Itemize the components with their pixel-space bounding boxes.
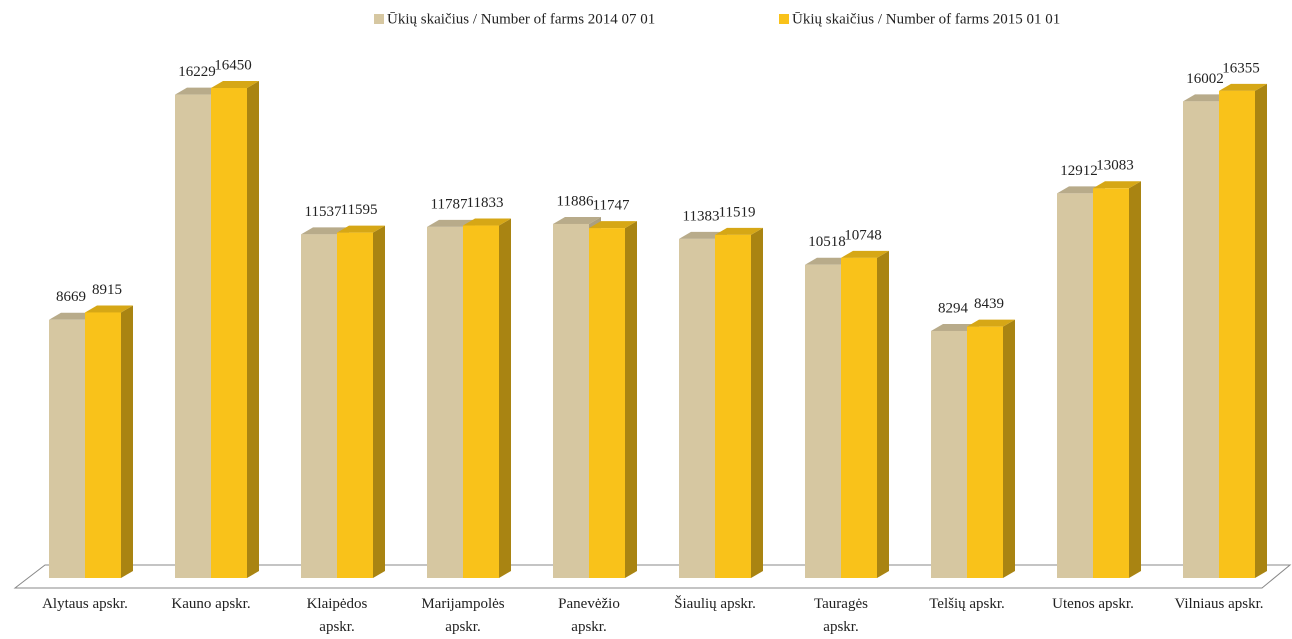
bar-top bbox=[1219, 83, 1267, 91]
bar-top bbox=[211, 81, 259, 88]
x-tick-label: Šiaulių apskr. bbox=[674, 596, 756, 612]
legend-label: Ūkių skaičius / Number of farms 2014 07 … bbox=[387, 11, 655, 27]
value-label: 8669 bbox=[56, 289, 86, 305]
bar-top bbox=[589, 221, 637, 229]
bar bbox=[841, 257, 877, 578]
bar-top bbox=[715, 227, 763, 235]
bar bbox=[175, 94, 211, 578]
value-label: 10518 bbox=[808, 234, 846, 250]
bar-top bbox=[1093, 181, 1141, 189]
x-tick-label: Alytaus apskr. bbox=[42, 596, 128, 612]
bar bbox=[85, 312, 121, 578]
value-label: 11833 bbox=[467, 195, 504, 211]
value-label: 11886 bbox=[557, 193, 594, 209]
bar bbox=[589, 228, 625, 578]
bar-side bbox=[247, 81, 259, 578]
bar-side bbox=[877, 250, 889, 578]
bar bbox=[337, 232, 373, 579]
bar-side bbox=[121, 305, 133, 578]
value-label: 16355 bbox=[1222, 60, 1260, 76]
value-label: 16450 bbox=[214, 57, 252, 73]
bar-side bbox=[625, 221, 637, 578]
bar bbox=[805, 264, 841, 578]
bar-top bbox=[427, 219, 475, 227]
bar bbox=[553, 223, 589, 579]
bar bbox=[1219, 90, 1255, 579]
bar bbox=[931, 330, 967, 578]
bar bbox=[463, 225, 499, 579]
bar-side bbox=[1129, 181, 1141, 578]
bar bbox=[1093, 188, 1129, 578]
x-tick-label: Vilniaus apskr. bbox=[1174, 596, 1264, 612]
value-label: 16002 bbox=[1186, 71, 1224, 87]
bar-top bbox=[85, 305, 133, 313]
bar-top bbox=[967, 319, 1015, 327]
x-tick-label: Panevėžio apskr. bbox=[558, 596, 620, 635]
x-tick-label: Kauno apskr. bbox=[171, 596, 251, 612]
value-label: 11595 bbox=[341, 202, 378, 218]
bar-top bbox=[301, 227, 349, 235]
legend-swatch bbox=[779, 14, 789, 24]
bar bbox=[427, 226, 463, 578]
x-tick-label: Telšių apskr. bbox=[929, 596, 1005, 612]
x-tick-label: Marijampolės apskr. bbox=[421, 596, 505, 635]
value-label: 11519 bbox=[719, 204, 756, 220]
bar-top bbox=[553, 216, 601, 224]
bar bbox=[1183, 101, 1219, 579]
bar-top bbox=[841, 250, 889, 258]
bar-top bbox=[337, 225, 385, 233]
value-label: 11787 bbox=[431, 196, 468, 212]
bar bbox=[211, 88, 247, 578]
bar-side bbox=[751, 227, 763, 578]
bar-side bbox=[373, 225, 385, 579]
value-label: 8294 bbox=[938, 300, 969, 316]
value-label: 8915 bbox=[92, 282, 122, 298]
bar bbox=[679, 238, 715, 578]
value-label: 10748 bbox=[844, 227, 882, 243]
bar bbox=[49, 319, 85, 578]
bar bbox=[301, 234, 337, 579]
value-label: 11747 bbox=[593, 198, 630, 214]
bar-top bbox=[463, 218, 511, 226]
value-label: 11383 bbox=[683, 208, 720, 224]
legend-label: Ūkių skaičius / Number of farms 2015 01 … bbox=[792, 11, 1060, 27]
bar bbox=[967, 326, 1003, 578]
bar bbox=[1057, 193, 1093, 578]
bar-side bbox=[1003, 319, 1015, 578]
value-label: 13083 bbox=[1096, 158, 1134, 174]
bar-side bbox=[1255, 83, 1267, 579]
legend-swatch bbox=[374, 14, 384, 24]
value-label: 11537 bbox=[305, 204, 342, 220]
x-tick-label: Klaipėdos apskr. bbox=[306, 596, 368, 635]
value-label: 16229 bbox=[178, 64, 216, 80]
floor bbox=[13, 564, 1292, 589]
value-label: 8439 bbox=[974, 296, 1004, 312]
x-tick-label: Tauragės apskr. bbox=[814, 596, 868, 635]
bar bbox=[715, 234, 751, 578]
value-label: 12912 bbox=[1060, 163, 1098, 179]
x-tick-label: Utenos apskr. bbox=[1052, 596, 1134, 612]
bar-side bbox=[499, 218, 511, 579]
